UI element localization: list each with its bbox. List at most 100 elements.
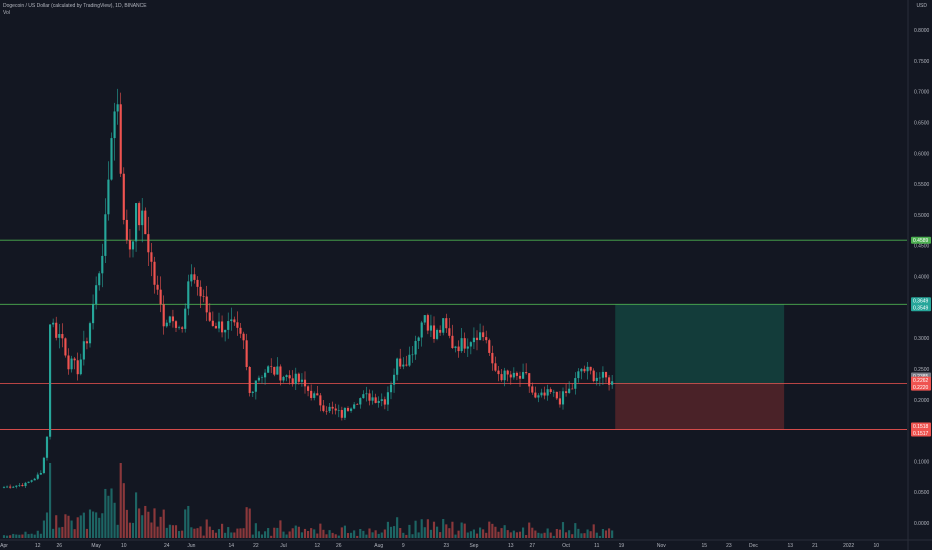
candle-body[interactable]	[346, 407, 350, 411]
candle-body[interactable]	[432, 325, 436, 339]
candle-body[interactable]	[42, 457, 46, 474]
candle-body[interactable]	[442, 318, 445, 333]
candle-body[interactable]	[224, 329, 227, 333]
candle-body[interactable]	[233, 319, 236, 323]
candle-body[interactable]	[466, 346, 469, 349]
candle-body[interactable]	[598, 377, 601, 379]
candle-body[interactable]	[294, 373, 297, 385]
candle-body[interactable]	[211, 320, 214, 326]
candle-body[interactable]	[162, 304, 165, 327]
candle-body[interactable]	[549, 389, 552, 393]
candle-body[interactable]	[279, 366, 282, 381]
candle-body[interactable]	[313, 393, 316, 398]
candle-body[interactable]	[423, 315, 426, 323]
candle-body[interactable]	[503, 370, 506, 381]
candle-body[interactable]	[469, 342, 472, 347]
candle-body[interactable]	[368, 393, 371, 401]
candle-body[interactable]	[534, 392, 537, 398]
candle-body[interactable]	[399, 358, 402, 367]
candle-body[interactable]	[525, 372, 528, 374]
candle-body[interactable]	[607, 377, 611, 385]
candle-body[interactable]	[147, 234, 150, 253]
candle-body[interactable]	[457, 346, 460, 352]
candle-body[interactable]	[300, 379, 304, 382]
candle-body[interactable]	[263, 372, 267, 378]
candle-body[interactable]	[512, 372, 515, 378]
candle-body[interactable]	[306, 386, 310, 391]
candle-body[interactable]	[134, 203, 138, 242]
candle-body[interactable]	[159, 289, 162, 305]
candle-body[interactable]	[331, 406, 334, 409]
candle-body[interactable]	[531, 386, 534, 393]
candle-body[interactable]	[113, 111, 116, 139]
candle-body[interactable]	[574, 378, 577, 389]
candle-body[interactable]	[297, 373, 300, 382]
candle-body[interactable]	[506, 370, 509, 375]
candle-body[interactable]	[402, 364, 405, 367]
candle-body[interactable]	[122, 173, 125, 220]
candle-body[interactable]	[497, 370, 500, 375]
candle-body[interactable]	[528, 373, 531, 387]
candle-body[interactable]	[380, 399, 383, 401]
candle-body[interactable]	[242, 333, 245, 341]
candle-body[interactable]	[568, 388, 571, 393]
candle-body[interactable]	[414, 340, 417, 355]
candle-body[interactable]	[417, 337, 420, 341]
candle-body[interactable]	[58, 334, 61, 338]
candle-body[interactable]	[291, 378, 294, 385]
candle-body[interactable]	[454, 346, 457, 349]
candle-body[interactable]	[349, 408, 353, 411]
candle-body[interactable]	[558, 398, 562, 405]
candle-body[interactable]	[110, 138, 113, 180]
candle-body[interactable]	[521, 372, 525, 379]
candle-body[interactable]	[156, 284, 159, 290]
candle-body[interactable]	[168, 316, 171, 323]
candle-body[interactable]	[611, 381, 614, 385]
candle-body[interactable]	[334, 408, 337, 411]
candle-body[interactable]	[518, 375, 522, 379]
candle-body[interactable]	[21, 485, 24, 487]
candle-body[interactable]	[270, 366, 273, 367]
candle-body[interactable]	[371, 397, 374, 401]
candle-body[interactable]	[310, 390, 313, 398]
candle-body[interactable]	[61, 334, 64, 339]
candle-body[interactable]	[104, 214, 107, 256]
candle-body[interactable]	[411, 354, 414, 356]
candle-body[interactable]	[251, 391, 254, 393]
candle-body[interactable]	[571, 388, 574, 390]
candle-body[interactable]	[383, 399, 386, 405]
candle-body[interactable]	[392, 374, 396, 385]
candle-body[interactable]	[82, 341, 85, 360]
candle-body[interactable]	[396, 358, 399, 375]
candle-body[interactable]	[52, 322, 55, 325]
candle-body[interactable]	[555, 391, 558, 399]
candle-body[interactable]	[552, 391, 555, 393]
candle-body[interactable]	[478, 332, 482, 341]
candle-body[interactable]	[217, 321, 221, 329]
candle-body[interactable]	[439, 329, 442, 333]
candle-body[interactable]	[95, 285, 98, 305]
candle-body[interactable]	[27, 481, 30, 483]
candle-body[interactable]	[340, 409, 343, 418]
candle-body[interactable]	[543, 392, 546, 396]
candle-body[interactable]	[88, 323, 92, 344]
candle-body[interactable]	[494, 363, 497, 371]
candle-body[interactable]	[595, 377, 598, 382]
candle-body[interactable]	[79, 359, 82, 375]
candle-body[interactable]	[328, 406, 331, 412]
candle-body[interactable]	[24, 482, 27, 487]
candle-body[interactable]	[500, 374, 503, 381]
candle-body[interactable]	[515, 372, 519, 376]
candle-body[interactable]	[359, 398, 362, 405]
candle-body[interactable]	[429, 325, 433, 331]
candle-body[interactable]	[5, 486, 9, 488]
candle-body[interactable]	[125, 219, 128, 241]
candle-body[interactable]	[174, 321, 178, 328]
candle-body[interactable]	[150, 252, 153, 262]
position-loss-zone[interactable]	[615, 383, 785, 430]
candle-body[interactable]	[564, 391, 568, 393]
candle-body[interactable]	[322, 405, 325, 411]
candle-body[interactable]	[39, 473, 42, 475]
